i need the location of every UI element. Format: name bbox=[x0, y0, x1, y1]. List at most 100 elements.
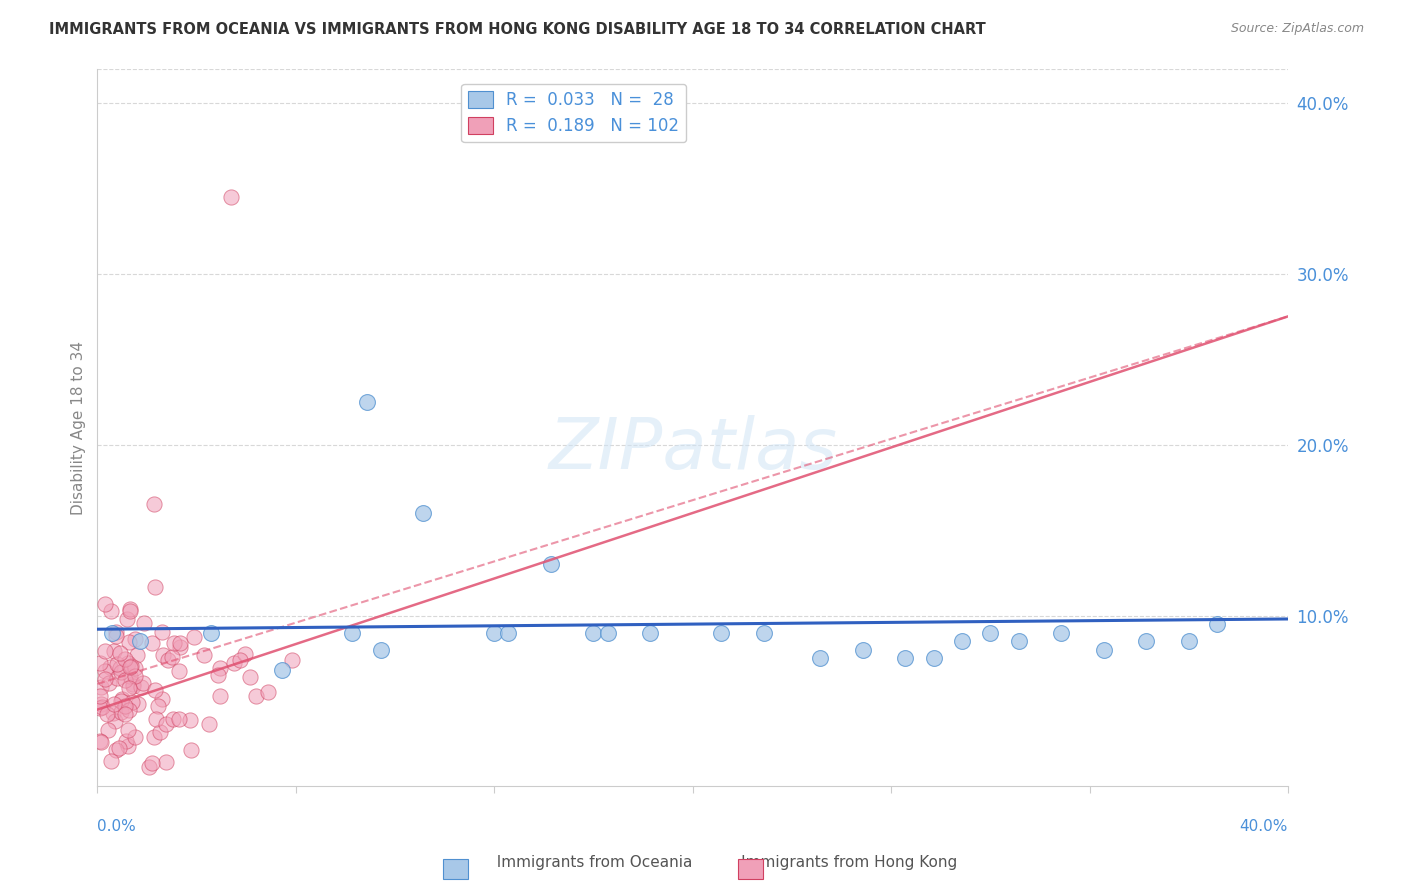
Point bbox=[200, 625, 222, 640]
Point bbox=[179, 713, 201, 727]
Point bbox=[89, 689, 111, 703]
Point bbox=[108, 661, 131, 675]
Point bbox=[143, 682, 166, 697]
Point bbox=[118, 604, 141, 618]
Point bbox=[114, 673, 136, 688]
Point bbox=[141, 636, 163, 650]
Point bbox=[167, 712, 190, 726]
Point bbox=[115, 611, 138, 625]
Point bbox=[710, 625, 733, 640]
Point bbox=[160, 649, 183, 664]
Point bbox=[138, 760, 160, 774]
Point bbox=[145, 712, 167, 726]
Point bbox=[498, 625, 520, 640]
Point bbox=[127, 697, 149, 711]
Point bbox=[110, 705, 132, 719]
Point bbox=[207, 668, 229, 682]
Point bbox=[103, 706, 125, 720]
Point bbox=[90, 735, 112, 749]
Point bbox=[484, 625, 506, 640]
Point bbox=[808, 651, 831, 665]
Point bbox=[155, 756, 177, 770]
Point bbox=[108, 740, 131, 755]
Point bbox=[120, 660, 142, 674]
Point bbox=[105, 625, 128, 640]
Text: 0.0%: 0.0% bbox=[97, 819, 136, 834]
Point bbox=[197, 717, 219, 731]
Point bbox=[169, 640, 191, 654]
Point bbox=[114, 707, 136, 722]
Point bbox=[96, 706, 118, 721]
Point bbox=[596, 625, 619, 640]
Point bbox=[100, 625, 122, 640]
Point bbox=[235, 647, 257, 661]
Point bbox=[121, 679, 143, 693]
Point bbox=[124, 730, 146, 744]
Point bbox=[239, 670, 262, 684]
Point bbox=[94, 598, 117, 612]
Point bbox=[114, 699, 136, 714]
Point bbox=[142, 730, 165, 744]
Point bbox=[157, 653, 180, 667]
Point bbox=[894, 651, 917, 665]
Point bbox=[93, 644, 115, 658]
Point bbox=[1177, 634, 1199, 648]
Point bbox=[89, 733, 111, 747]
Legend: R =  0.033   N =  28, R =  0.189   N = 102: R = 0.033 N = 28, R = 0.189 N = 102 bbox=[461, 84, 686, 142]
Point bbox=[105, 657, 128, 671]
Y-axis label: Disability Age 18 to 34: Disability Age 18 to 34 bbox=[72, 341, 86, 515]
Point bbox=[104, 714, 127, 728]
Point bbox=[281, 653, 304, 667]
Point bbox=[100, 603, 122, 617]
Point bbox=[124, 661, 146, 675]
Point bbox=[342, 625, 364, 640]
Point bbox=[129, 680, 152, 694]
Text: Immigrants from Oceania          Immigrants from Hong Kong: Immigrants from Oceania Immigrants from … bbox=[449, 855, 957, 870]
Point bbox=[222, 656, 245, 670]
Point bbox=[150, 624, 173, 639]
Point bbox=[117, 739, 139, 753]
Point bbox=[105, 742, 128, 756]
Point bbox=[582, 625, 605, 640]
Point bbox=[117, 723, 139, 737]
Point bbox=[208, 661, 231, 675]
Point bbox=[145, 580, 167, 594]
Point bbox=[98, 676, 121, 690]
Point bbox=[149, 724, 172, 739]
Point bbox=[105, 671, 128, 685]
Point bbox=[120, 659, 142, 673]
Point bbox=[257, 685, 280, 699]
Point bbox=[96, 723, 118, 737]
Point bbox=[103, 643, 125, 657]
Point bbox=[1135, 634, 1157, 648]
Point bbox=[356, 395, 378, 409]
Point bbox=[852, 642, 875, 657]
Point bbox=[118, 681, 141, 695]
Point bbox=[412, 506, 434, 520]
Point bbox=[180, 743, 202, 757]
Point bbox=[370, 642, 392, 657]
Point bbox=[93, 664, 115, 678]
Point bbox=[979, 625, 1001, 640]
Point bbox=[94, 672, 117, 686]
Point bbox=[124, 669, 146, 683]
Point bbox=[118, 703, 141, 717]
Point bbox=[146, 698, 169, 713]
Point bbox=[128, 634, 150, 648]
Point bbox=[117, 656, 139, 670]
Point bbox=[108, 646, 131, 660]
Point bbox=[638, 625, 661, 640]
Point bbox=[167, 664, 190, 678]
Point bbox=[110, 665, 132, 679]
Point bbox=[121, 677, 143, 691]
Point bbox=[90, 680, 112, 694]
Point bbox=[114, 652, 136, 666]
Point bbox=[152, 648, 174, 663]
Point bbox=[163, 636, 186, 650]
Point bbox=[103, 698, 125, 712]
Point bbox=[169, 636, 191, 650]
Point bbox=[162, 712, 184, 726]
Point bbox=[118, 635, 141, 649]
Point bbox=[193, 648, 215, 663]
Point bbox=[141, 756, 163, 771]
